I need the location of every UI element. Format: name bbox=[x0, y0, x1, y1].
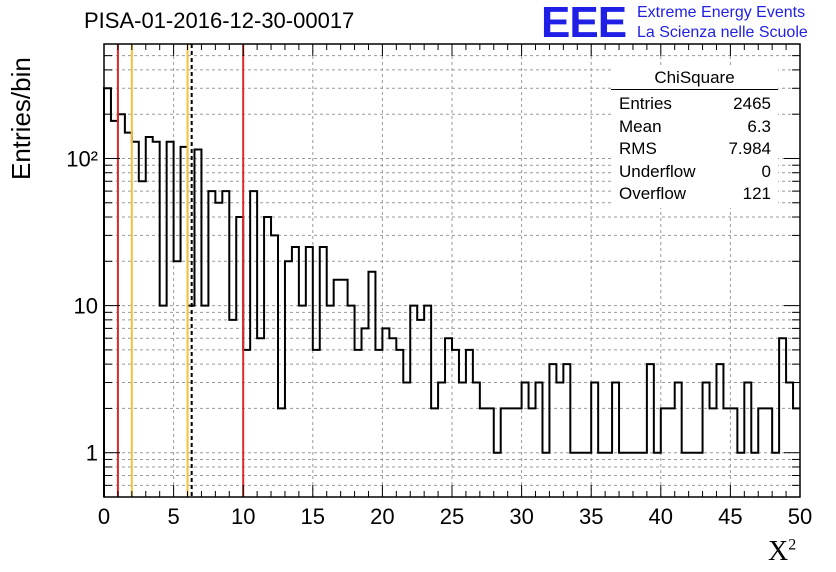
x-axis-label-superscript: 2 bbox=[788, 536, 797, 554]
eee-logo: EEE Extreme Energy Events La Scienza nel… bbox=[541, 0, 833, 47]
x-tick-label: 45 bbox=[718, 504, 742, 529]
logo-line-1: Extreme Energy Events bbox=[637, 4, 806, 21]
stats-key: Mean bbox=[619, 117, 662, 136]
stats-value: 121 bbox=[742, 184, 771, 203]
x-tick-label: 50 bbox=[788, 504, 812, 529]
y-axis-label: Entries/bin bbox=[6, 57, 36, 180]
x-axis-label: X2 bbox=[768, 536, 796, 568]
y-tick-label: 1 bbox=[86, 441, 98, 466]
x-tick-label: 0 bbox=[98, 504, 110, 529]
stats-divider bbox=[611, 89, 778, 90]
stats-value: 6.3 bbox=[747, 117, 771, 136]
chart-title: PISA-01-2016-12-30-00017 bbox=[84, 8, 355, 33]
logo-mark: EEE bbox=[541, 0, 627, 47]
stats-value: 0 bbox=[761, 162, 771, 181]
stats-value: 7.984 bbox=[728, 139, 771, 158]
y-tick-label: 10 bbox=[74, 294, 98, 319]
x-tick-label: 10 bbox=[231, 504, 255, 529]
stats-key: Underflow bbox=[619, 162, 696, 181]
stats-key: Overflow bbox=[619, 184, 687, 203]
y-tick-label: 10² bbox=[66, 146, 98, 171]
stats-value: 2465 bbox=[733, 94, 771, 113]
stats-key: Entries bbox=[619, 94, 672, 113]
stats-title: ChiSquare bbox=[654, 68, 735, 87]
x-tick-label: 40 bbox=[649, 504, 673, 529]
stats-box: ChiSquare Entries 2465 Mean 6.3 RMS 7.984 U… bbox=[611, 66, 778, 208]
x-tick-label: 15 bbox=[301, 504, 325, 529]
x-tick-label: 30 bbox=[509, 504, 533, 529]
x-tick-label: 20 bbox=[370, 504, 394, 529]
x-tick-label: 35 bbox=[579, 504, 603, 529]
logo-line-2: La Scienza nelle Scuole bbox=[637, 24, 808, 41]
x-tick-label: 25 bbox=[440, 504, 464, 529]
x-axis-label-base: X bbox=[768, 536, 789, 567]
histogram-bars bbox=[103, 87, 800, 497]
stats-key: RMS bbox=[619, 139, 657, 158]
x-tick-label: 5 bbox=[167, 504, 179, 529]
